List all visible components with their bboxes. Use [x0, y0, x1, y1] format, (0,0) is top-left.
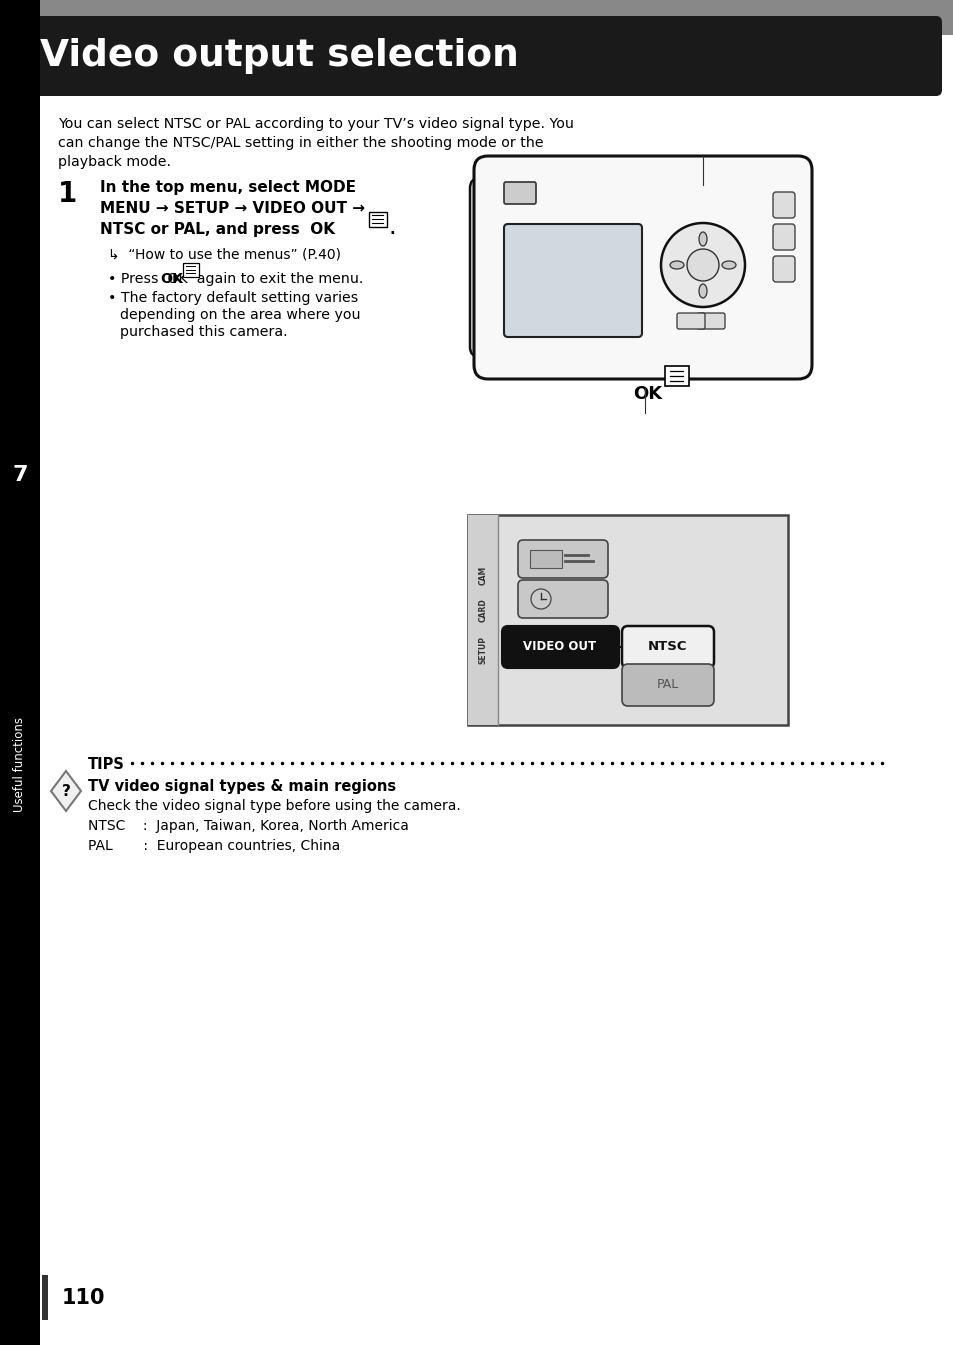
- Ellipse shape: [699, 231, 706, 246]
- FancyBboxPatch shape: [621, 664, 713, 706]
- Text: OK: OK: [633, 385, 661, 404]
- Text: SETUP: SETUP: [478, 636, 487, 664]
- FancyBboxPatch shape: [772, 192, 794, 218]
- FancyBboxPatch shape: [0, 451, 40, 500]
- FancyBboxPatch shape: [503, 225, 641, 338]
- FancyBboxPatch shape: [664, 366, 688, 386]
- Text: VIDEO OUT: VIDEO OUT: [523, 640, 596, 654]
- Polygon shape: [51, 771, 81, 811]
- FancyBboxPatch shape: [501, 625, 618, 668]
- Text: NTSC: NTSC: [648, 640, 687, 654]
- Text: PAL: PAL: [657, 678, 679, 691]
- FancyBboxPatch shape: [474, 156, 811, 379]
- FancyBboxPatch shape: [517, 580, 607, 617]
- Text: playback mode.: playback mode.: [58, 155, 171, 169]
- Text: TV video signal types & main regions: TV video signal types & main regions: [88, 779, 395, 794]
- Text: 7: 7: [12, 465, 28, 486]
- FancyBboxPatch shape: [772, 225, 794, 250]
- Text: You can select NTSC or PAL according to your TV’s video signal type. You: You can select NTSC or PAL according to …: [58, 117, 574, 130]
- Text: In the top menu, select MODE: In the top menu, select MODE: [100, 180, 355, 195]
- Text: 110: 110: [62, 1289, 106, 1307]
- FancyBboxPatch shape: [517, 539, 607, 578]
- FancyBboxPatch shape: [468, 515, 787, 725]
- Text: MENU → SETUP → VIDEO OUT →: MENU → SETUP → VIDEO OUT →: [100, 200, 365, 217]
- Text: Check the video signal type before using the camera.: Check the video signal type before using…: [88, 799, 460, 812]
- Text: Useful functions: Useful functions: [13, 717, 27, 812]
- Text: • Press  OK  again to exit the menu.: • Press OK again to exit the menu.: [108, 272, 363, 286]
- Text: • The factory default setting varies: • The factory default setting varies: [108, 291, 358, 305]
- FancyBboxPatch shape: [470, 178, 519, 356]
- FancyBboxPatch shape: [0, 0, 953, 35]
- Text: 1: 1: [58, 180, 77, 208]
- Text: NTSC or PAL, and press  OK: NTSC or PAL, and press OK: [100, 222, 335, 237]
- Text: Video output selection: Video output selection: [40, 38, 518, 74]
- Circle shape: [686, 249, 719, 281]
- Circle shape: [531, 589, 551, 609]
- FancyBboxPatch shape: [12, 16, 941, 95]
- Text: Arrow pad ( △  ▽  ◁  ▷ ): Arrow pad ( △ ▽ ◁ ▷ ): [499, 178, 657, 190]
- Text: ?: ?: [62, 784, 71, 799]
- FancyBboxPatch shape: [772, 256, 794, 282]
- Text: depending on the area where you: depending on the area where you: [120, 308, 360, 321]
- Text: ↳  “How to use the menus” (P.40): ↳ “How to use the menus” (P.40): [108, 247, 340, 261]
- FancyBboxPatch shape: [0, 0, 40, 1345]
- FancyBboxPatch shape: [503, 182, 536, 204]
- Text: can change the NTSC/PAL setting in either the shooting mode or the: can change the NTSC/PAL setting in eithe…: [58, 136, 543, 151]
- Text: PAL       :  European countries, China: PAL : European countries, China: [88, 839, 340, 853]
- FancyBboxPatch shape: [697, 313, 724, 330]
- Text: .: .: [390, 222, 395, 237]
- FancyBboxPatch shape: [183, 264, 199, 277]
- Text: CARD: CARD: [478, 599, 487, 621]
- Ellipse shape: [669, 261, 683, 269]
- Text: CAM: CAM: [478, 565, 487, 585]
- Ellipse shape: [699, 284, 706, 299]
- Text: NTSC    :  Japan, Taiwan, Korea, North America: NTSC : Japan, Taiwan, Korea, North Ameri…: [88, 819, 409, 833]
- FancyBboxPatch shape: [677, 313, 704, 330]
- Text: TIPS: TIPS: [88, 757, 125, 772]
- Circle shape: [660, 223, 744, 307]
- Text: purchased this camera.: purchased this camera.: [120, 325, 287, 339]
- FancyBboxPatch shape: [621, 625, 713, 668]
- FancyBboxPatch shape: [530, 550, 561, 568]
- Text: OK: OK: [160, 272, 183, 286]
- Ellipse shape: [721, 261, 735, 269]
- FancyBboxPatch shape: [42, 1275, 48, 1319]
- FancyBboxPatch shape: [468, 515, 497, 725]
- FancyBboxPatch shape: [369, 213, 387, 227]
